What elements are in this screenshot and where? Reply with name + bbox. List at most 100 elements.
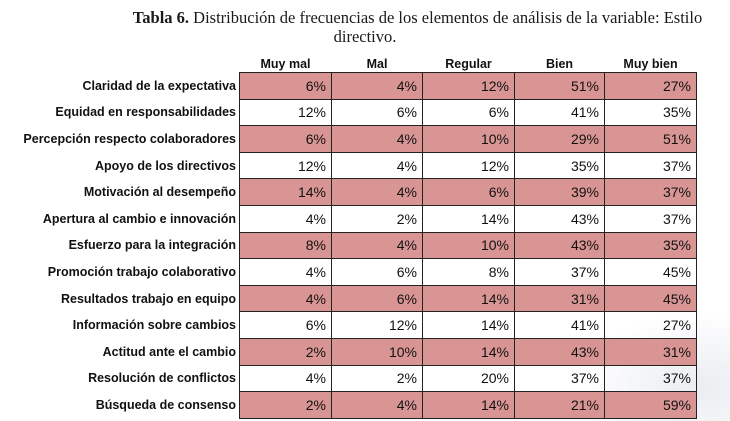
table-cell: 14% — [422, 391, 515, 419]
caption-text: Distribución de frecuencias de los eleme… — [189, 8, 703, 27]
table-cell: 4% — [331, 178, 423, 206]
column-header: Regular — [422, 55, 515, 73]
table-cell: 6% — [239, 311, 332, 339]
table-cell: 43% — [514, 232, 605, 260]
table-cell: 12% — [331, 311, 423, 339]
table-cell: 4% — [239, 365, 332, 393]
row-label: Información sobre cambios — [0, 311, 240, 339]
table-cell: 37% — [604, 365, 697, 393]
table-cell: 37% — [514, 365, 605, 393]
table-cell: 4% — [331, 391, 423, 419]
table-cell: 14% — [422, 338, 515, 366]
table-cell: 12% — [422, 152, 515, 180]
table-cell: 8% — [239, 232, 332, 260]
table-cell: 37% — [604, 178, 697, 206]
column-header: Bien — [514, 55, 605, 73]
table-cell: 37% — [604, 205, 697, 233]
table-cell: 4% — [331, 152, 423, 180]
table-cell: 4% — [331, 125, 423, 153]
row-label: Apoyo de los directivos — [0, 152, 240, 179]
table-cell: 35% — [604, 99, 697, 127]
table-row: Actitud ante el cambio 2% 10% 14% 43% 31% — [0, 338, 697, 366]
table-cell: 6% — [331, 258, 423, 286]
table-cell: 35% — [514, 152, 605, 180]
table-cell: 2% — [331, 365, 423, 393]
table-row: Apoyo de los directivos 12% 4% 12% 35% 37% — [0, 152, 697, 180]
row-label: Promoción trabajo colaborativo — [0, 258, 240, 286]
table-cell: 12% — [239, 152, 332, 180]
header-row: Muy mal Mal Regular Bien Muy bien — [0, 55, 697, 73]
row-label: Motivación al desempeño — [0, 178, 240, 206]
table-cell: 12% — [422, 72, 515, 100]
table-cell: 43% — [514, 205, 605, 233]
table-cell: 2% — [239, 391, 332, 419]
caption-line-1: Tabla 6. Distribución de frecuencias de … — [0, 8, 730, 27]
table-cell: 6% — [422, 178, 515, 206]
table-cell: 8% — [422, 258, 515, 286]
row-label: Actitud ante el cambio — [0, 338, 240, 366]
column-header: Muy bien — [604, 55, 697, 73]
table-cell: 43% — [514, 338, 605, 366]
table-cell: 41% — [514, 99, 605, 127]
table-cell: 37% — [604, 152, 697, 180]
table-row: Información sobre cambios 6% 12% 14% 41% 27% — [0, 311, 697, 339]
table-cell: 6% — [331, 285, 423, 313]
table-cell: 31% — [514, 285, 605, 313]
table-cell: 2% — [331, 205, 423, 233]
row-label: Resolución de conflictos — [0, 365, 240, 392]
table-cell: 45% — [604, 258, 697, 286]
table-cell: 10% — [331, 338, 423, 366]
table-row: Esfuerzo para la integración 8% 4% 10% 43% 35… — [0, 232, 697, 260]
table-cell: 10% — [422, 125, 515, 153]
row-label: Claridad de la expectativa — [0, 72, 240, 100]
table-caption: Tabla 6. Distribución de frecuencias de … — [0, 8, 730, 46]
table-body: Claridad de la expectativa 6% 4% 12% 51% 27% E… — [0, 72, 697, 419]
table-cell: 29% — [514, 125, 605, 153]
table-cell: 27% — [604, 311, 697, 339]
table-cell: 39% — [514, 178, 605, 206]
table-cell: 6% — [422, 99, 515, 127]
table-cell: 4% — [331, 232, 423, 260]
table-cell: 12% — [239, 99, 332, 127]
table-cell: 41% — [514, 311, 605, 339]
table-row: Percepción respecto colaboradores 6% 4% 10%… — [0, 125, 697, 153]
table-cell: 6% — [331, 99, 423, 127]
frequency-table: Muy mal Mal Regular Bien Muy bien Clarid… — [0, 55, 697, 419]
table-row: Búsqueda de consenso 2% 4% 14% 21% 59% — [0, 391, 697, 419]
header-blank-cell — [0, 55, 240, 73]
table-row: Resultados trabajo en equipo 4% 6% 14% 31% 45… — [0, 285, 697, 313]
table-cell: 37% — [514, 258, 605, 286]
table-cell: 21% — [514, 391, 605, 419]
table-cell: 14% — [239, 178, 332, 206]
row-label: Resultados trabajo en equipo — [0, 285, 240, 312]
caption-table-number: Tabla 6. — [132, 8, 190, 27]
table-cell: 51% — [604, 125, 697, 153]
table-row: Claridad de la expectativa 6% 4% 12% 51% 27% — [0, 72, 697, 100]
table-cell: 59% — [604, 391, 697, 419]
table-cell: 45% — [604, 285, 697, 313]
table-row: Motivación al desempeño 14% 4% 6% 39% 37% — [0, 178, 697, 206]
table-cell: 4% — [239, 285, 332, 313]
table-cell: 4% — [239, 205, 332, 233]
table-cell: 14% — [422, 285, 515, 313]
table-cell: 10% — [422, 232, 515, 260]
table-cell: 31% — [604, 338, 697, 366]
table-row: Promoción trabajo colaborativo 4% 6% 8% 37% 4… — [0, 258, 697, 286]
table-cell: 4% — [239, 258, 332, 286]
table-row: Equidad en responsabilidades 12% 6% 6% 41% 35… — [0, 99, 697, 127]
column-header: Mal — [331, 55, 423, 73]
table-cell: 4% — [331, 72, 423, 100]
table-cell: 6% — [239, 72, 332, 100]
row-label: Esfuerzo para la integración — [0, 232, 240, 259]
row-label: Apertura al cambio e innovación — [0, 205, 240, 233]
row-label: Equidad en responsabilidades — [0, 99, 240, 126]
caption-line-2: directivo. — [333, 27, 397, 46]
row-label: Percepción respecto colaboradores — [0, 125, 240, 153]
table-cell: 14% — [422, 205, 515, 233]
table-row: Resolución de conflictos 4% 2% 20% 37% 37% — [0, 365, 697, 393]
table-cell: 6% — [239, 125, 332, 153]
table-cell: 27% — [604, 72, 697, 100]
row-label: Búsqueda de consenso — [0, 391, 240, 419]
table-row: Apertura al cambio e innovación 4% 2% 14% 43… — [0, 205, 697, 233]
table-cell: 51% — [514, 72, 605, 100]
